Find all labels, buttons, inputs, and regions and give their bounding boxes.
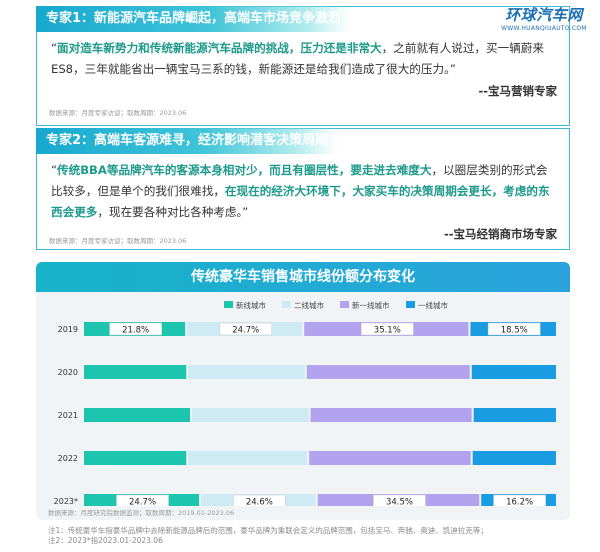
data-label-box [233, 494, 286, 506]
data-label-box [487, 322, 541, 336]
legend-swatch [282, 301, 291, 308]
legend-swatch [340, 301, 349, 308]
chart-source: 数据来源：月度研究院数据监测；取数周期：2019.01-2023.06 [48, 509, 235, 517]
bar-segment [471, 365, 556, 379]
quote-open: “ [51, 163, 58, 177]
data-label-box [373, 494, 426, 506]
bar-segment [472, 451, 556, 465]
expert1-signature: --宝马营销专家 [478, 84, 557, 98]
footnotes: 注1：传统豪华车指豪华品牌中去除新能源品牌后的范围，豪华品牌为乘联会定义的品牌范… [48, 526, 488, 546]
logo-text: 环球汽车网 [505, 6, 583, 24]
data-label-box [493, 494, 546, 506]
expert1-quote: “面对造车新势力和传统新能源汽车品牌的挑战，压力还是非常大，之前就有人说过，买一… [51, 38, 559, 80]
bar-segment [473, 408, 556, 422]
category-label: 2019 [58, 325, 78, 334]
quote-open: “ [51, 41, 58, 55]
expert1-quote-rest: ，之前就有人说过，买一辆蔚来ES8，三年就能省出一辆宝马三系的钱，新能源还是给我… [51, 41, 544, 76]
data-label: 24.7% [232, 326, 259, 336]
data-label: 21.8% [122, 326, 149, 336]
chart-panel: 传统豪华车销售城市线份额分布变化 新线城市 二线城市 新一线城市 一线城市 2019 21… [36, 262, 570, 520]
site-logo: 环球汽车网 WWW.HUANQIUAUTO.COM [496, 4, 592, 32]
category-label: 2023* [54, 497, 78, 506]
legend-label: 新一线城市 [352, 300, 390, 310]
data-label-box [219, 322, 273, 336]
bar-segment [310, 408, 472, 422]
expert2-source: 数据来源：月度专家访谈；取数周期：2023.06 [49, 237, 187, 245]
expert2-quote-mid: ，以圈层类别的形式会比较多，但是单个的我们很难找， [51, 163, 548, 198]
expert1-source: 数据来源：月度专家访谈；取数周期：2023.06 [49, 109, 187, 117]
data-label-box [109, 322, 162, 336]
data-label: 24.6% [246, 498, 273, 507]
logo-url: WWW.HUANQIUAUTO.COM [501, 25, 587, 32]
bar-segment [188, 365, 305, 379]
expert1-quote-highlight: 面对造车新势力和传统新能源汽车品牌的挑战，压力还是非常大 [57, 41, 382, 55]
footnote-2: 注2：2023*指2023.01-2023.06 [48, 536, 163, 545]
legend-label: 一线城市 [418, 300, 448, 310]
stacked-bar-chart: 新线城市 二线城市 新一线城市 一线城市 2019 21.8% 24.7% 35.1% 18.5… [54, 300, 556, 507]
expert2-signature: --宝马经销商市场专家 [443, 227, 557, 241]
bar-segment [188, 451, 308, 465]
footnote-1: 注1：传统豪华车指豪华品牌中去除新能源品牌后的范围，豪华品牌为乘联会定义的品牌范… [48, 526, 488, 535]
legend-swatch [224, 301, 233, 308]
data-label: 16.2% [506, 498, 533, 507]
expert2-card: 专家2：高端车客源难寻，经济影响潜客决策周期 “传统BBA等品牌汽车的客源本身相… [36, 128, 570, 250]
bar-segment [309, 451, 471, 465]
bar-segment [306, 365, 470, 379]
data-label: 18.5% [501, 326, 528, 336]
legend-label: 二线城市 [294, 300, 324, 310]
data-label: 35.1% [374, 326, 401, 336]
data-label-box [116, 494, 169, 506]
expert2-quote: “传统BBA等品牌汽车的客源本身相对少，而且有圈层性，要走进去难度大，以圈层类别… [51, 160, 559, 223]
data-label-box [360, 322, 414, 336]
expert1-heading: 专家1：新能源汽车品牌崛起，高端车市场竞争激烈 [36, 6, 352, 32]
category-label: 2022 [58, 454, 78, 463]
expert2-quote-highlight-1: 传统BBA等品牌汽车的客源本身相对少，而且有圈层性，要走进去难度大 [57, 163, 432, 177]
bar-segment [84, 408, 191, 422]
bar-segment [84, 365, 187, 379]
bar-segment [84, 451, 187, 465]
expert2-quote-highlight-2: 在现在的经济大环境下，大家买车的决策周期会更长，考虑的东西会更多 [51, 184, 550, 219]
legend-label: 新线城市 [236, 300, 266, 310]
expert2-heading: 专家2：高端车客源难寻，经济影响潜客决策周期 [36, 128, 339, 154]
data-label: 24.7% [129, 498, 156, 507]
data-label: 34.5% [386, 498, 413, 507]
category-label: 2020 [58, 368, 78, 377]
legend-swatch [406, 301, 415, 308]
bar-segment [192, 408, 309, 422]
expert1-card: 专家1：新能源汽车品牌崛起，高端车市场竞争激烈 “面对造车新势力和传统新能源汽车… [36, 6, 570, 126]
expert2-quote-end: ，现在要各种对比各种考虑。” [97, 205, 249, 219]
chart-title: 传统豪华车销售城市线份额分布变化 [36, 262, 570, 292]
category-label: 2021 [58, 411, 78, 420]
